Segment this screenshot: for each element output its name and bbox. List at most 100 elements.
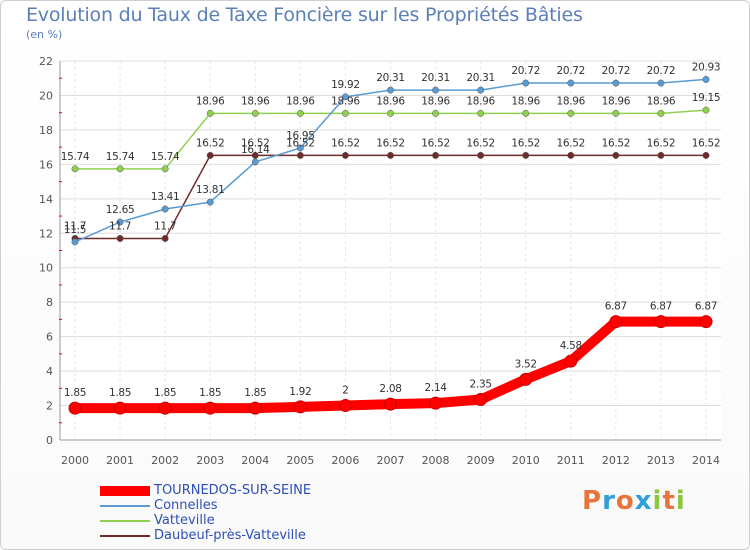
legend-label-daubeuf: Daubeuf-près-Vatteville	[154, 528, 306, 543]
logo-letter: i	[652, 486, 663, 516]
y-tick-label: 22	[39, 55, 53, 68]
data-point	[432, 86, 440, 94]
data-label: 18.96	[602, 95, 631, 107]
data-point	[522, 151, 530, 159]
data-label: 15.74	[106, 151, 135, 163]
data-point	[657, 151, 665, 159]
data-point	[522, 79, 530, 87]
y-tick-label: 16	[39, 158, 53, 171]
data-point	[612, 109, 620, 117]
x-tick-label: 2014	[692, 454, 720, 467]
data-point	[702, 75, 710, 83]
chart-title: Evolution du Taux de Taxe Foncière sur l…	[26, 4, 583, 26]
data-label: 6.87	[650, 301, 672, 313]
legend-item-connelles[interactable]: Connelles	[100, 498, 400, 514]
legend-label-vatteville: Vatteville	[154, 513, 215, 528]
data-label: 20.93	[692, 61, 721, 73]
data-point	[116, 165, 124, 173]
data-label: 16.52	[196, 137, 225, 149]
data-label: 1.85	[154, 387, 176, 399]
x-tick-label: 2012	[602, 454, 630, 467]
data-label: 20.31	[376, 72, 405, 84]
data-point	[293, 400, 307, 414]
legend-item-tournedos[interactable]: TOURNEDOS-SUR-SEINE	[100, 483, 400, 499]
x-tick-label: 2004	[241, 454, 269, 467]
x-tick-label: 2003	[196, 454, 224, 467]
data-point	[564, 354, 578, 368]
data-point	[612, 79, 620, 87]
x-tick-label: 2000	[61, 454, 89, 467]
data-label: 11.5	[64, 224, 86, 236]
legend-swatch-vatteville	[100, 520, 150, 522]
data-label: 19.15	[692, 92, 721, 104]
logo-letter: o	[615, 486, 635, 516]
data-point	[341, 109, 349, 117]
legend: TOURNEDOS-SUR-SEINE Connelles Vatteville…	[100, 483, 400, 544]
data-label: 18.96	[331, 95, 360, 107]
data-label: 18.96	[286, 95, 315, 107]
logo-letter: x	[634, 486, 653, 516]
data-label: 18.96	[421, 95, 450, 107]
data-label: 1.92	[289, 386, 311, 398]
data-point	[699, 315, 713, 329]
data-label: 16.52	[692, 137, 721, 149]
data-label: 2	[342, 385, 348, 397]
data-point	[161, 165, 169, 173]
data-label: 18.96	[511, 95, 540, 107]
data-point	[477, 151, 485, 159]
data-label: 20.72	[647, 65, 676, 77]
data-point	[338, 399, 352, 413]
data-label: 2.08	[379, 383, 401, 395]
data-point	[71, 165, 79, 173]
y-tick-label: 12	[39, 227, 53, 240]
x-tick-label: 2001	[106, 454, 134, 467]
data-point	[206, 109, 214, 117]
legend-label-tournedos: TOURNEDOS-SUR-SEINE	[154, 483, 312, 498]
data-point	[341, 93, 349, 101]
data-label: 16.14	[241, 144, 270, 156]
y-tick-label: 14	[39, 193, 53, 206]
data-label: 15.74	[61, 151, 90, 163]
x-tick-label: 2005	[286, 454, 314, 467]
data-label: 16.52	[557, 137, 586, 149]
data-point	[71, 238, 79, 246]
logo-letter: t	[662, 486, 676, 516]
data-label: 19.92	[331, 79, 360, 91]
data-label: 20.31	[421, 72, 450, 84]
data-point	[296, 151, 304, 159]
data-point	[657, 109, 665, 117]
logo-letter: P	[582, 486, 603, 516]
line-chart: 0 2 4 6 8 10 12 14 16 18 20 22 2000 2001 2002 2003 2004 2…	[39, 55, 721, 467]
data-point	[387, 86, 394, 94]
data-label: 18.96	[466, 95, 495, 107]
y-tick-label: 18	[39, 124, 53, 137]
x-tick-label: 2007	[377, 454, 405, 467]
data-label: 16.52	[511, 137, 540, 149]
data-label: 20.31	[466, 72, 495, 84]
data-point	[567, 151, 575, 159]
y-tick-label: 20	[39, 89, 53, 102]
data-point	[116, 218, 124, 226]
legend-item-vatteville[interactable]: Vatteville	[100, 513, 400, 529]
data-point	[116, 234, 124, 242]
x-tick-label: 2002	[151, 454, 179, 467]
data-point	[387, 109, 394, 117]
legend-item-daubeuf[interactable]: Daubeuf-près-Vatteville	[100, 528, 400, 544]
data-label: 1.85	[199, 387, 221, 399]
data-label: 16.52	[376, 137, 405, 149]
data-point	[387, 151, 394, 159]
data-label: 13.81	[196, 184, 225, 196]
data-label: 16.52	[331, 137, 360, 149]
data-label: 16.52	[241, 137, 270, 149]
data-label: 1.85	[109, 387, 131, 399]
data-point	[609, 315, 623, 329]
data-label: 6.87	[605, 301, 627, 313]
y-tick-label: 4	[46, 365, 53, 378]
data-label: 13.41	[151, 191, 180, 203]
x-tick-label: 2010	[512, 454, 540, 467]
data-label: 20.72	[602, 65, 631, 77]
data-label: 18.96	[241, 95, 270, 107]
data-point	[341, 151, 349, 159]
x-tick-label: 2011	[557, 454, 585, 467]
data-label: 2.14	[424, 382, 447, 394]
